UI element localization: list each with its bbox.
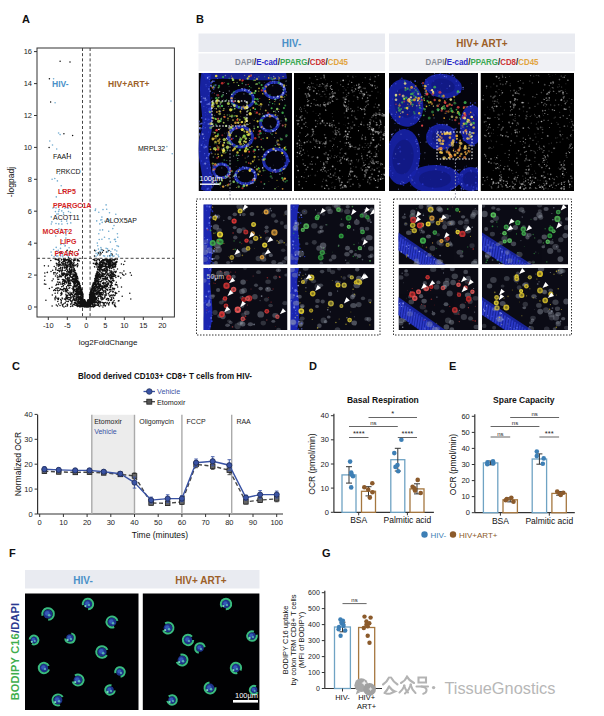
svg-text:TissueGnostics: TissueGnostics [444,679,555,697]
